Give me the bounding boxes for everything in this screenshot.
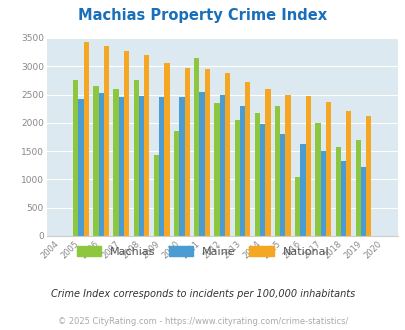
Bar [259, 124, 264, 236]
Bar [315, 123, 320, 236]
Bar [355, 140, 360, 236]
Bar [224, 73, 230, 236]
Bar [325, 102, 330, 236]
Bar [144, 55, 149, 236]
Bar [174, 131, 179, 236]
Bar [254, 113, 259, 236]
Bar [124, 51, 129, 236]
Bar [335, 147, 340, 236]
Bar [93, 86, 98, 236]
Bar [139, 96, 144, 236]
Bar [98, 93, 104, 236]
Bar [360, 167, 365, 236]
Bar [159, 97, 164, 236]
Bar [184, 68, 189, 236]
Bar [345, 112, 350, 236]
Bar [234, 120, 239, 236]
Bar [214, 103, 219, 236]
Text: © 2025 CityRating.com - https://www.cityrating.com/crime-statistics/: © 2025 CityRating.com - https://www.city… [58, 317, 347, 326]
Bar [279, 134, 285, 236]
Bar [365, 116, 371, 236]
Bar [274, 106, 279, 236]
Bar [194, 58, 199, 236]
Bar [199, 92, 204, 236]
Bar [340, 161, 345, 236]
Bar [294, 177, 300, 236]
Bar [300, 144, 305, 236]
Bar [73, 81, 78, 236]
Text: Machias Property Crime Index: Machias Property Crime Index [78, 8, 327, 23]
Bar [264, 89, 270, 236]
Legend: Machias, Maine, National: Machias, Maine, National [73, 242, 332, 260]
Bar [83, 42, 89, 236]
Bar [239, 106, 245, 236]
Bar [219, 94, 224, 236]
Text: Crime Index corresponds to incidents per 100,000 inhabitants: Crime Index corresponds to incidents per… [51, 289, 354, 299]
Bar [164, 63, 169, 236]
Bar [179, 97, 184, 236]
Bar [204, 69, 209, 236]
Bar [320, 151, 325, 236]
Bar [78, 99, 83, 236]
Bar [305, 96, 310, 236]
Bar [285, 94, 290, 236]
Bar [133, 81, 139, 236]
Bar [153, 155, 159, 236]
Bar [118, 97, 124, 236]
Bar [245, 82, 250, 236]
Bar [104, 47, 109, 236]
Bar [113, 89, 118, 236]
